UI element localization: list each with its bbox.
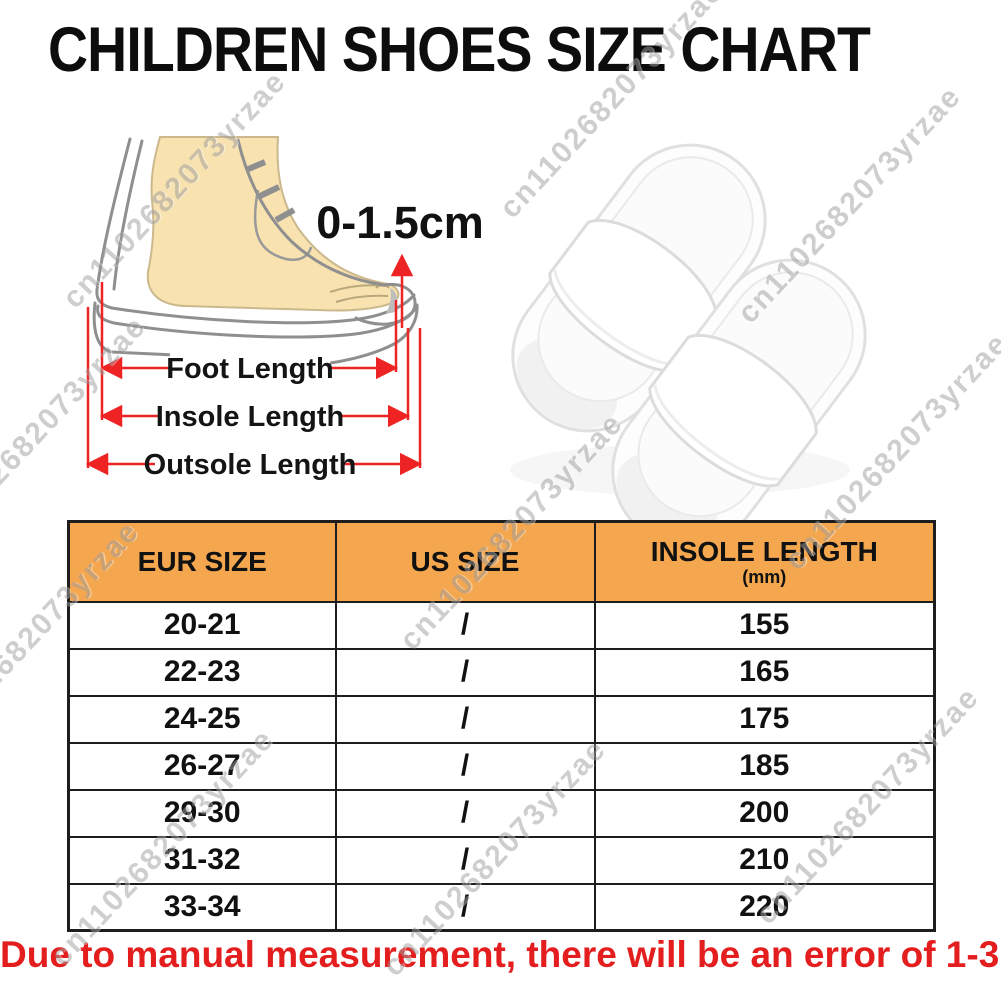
cell-insole: 200 <box>593 788 936 838</box>
insole-length-label: Insole Length <box>156 401 345 433</box>
cell-us: / <box>334 835 596 885</box>
cell-eur: 26-27 <box>67 741 337 791</box>
cell-insole: 165 <box>593 647 936 697</box>
cell-eur: 22-23 <box>67 647 337 697</box>
table-row: 22-23 / 165 <box>67 647 936 697</box>
header-insole-length-main: INSOLE LENGTH <box>650 535 878 567</box>
foot-measurement-diagram: Foot Length Insole Length Outsole Length… <box>85 136 484 482</box>
label-backplate <box>155 446 345 482</box>
foot-length-label: Foot Length <box>166 353 334 385</box>
table-row: 24-25 / 175 <box>67 694 936 744</box>
outsole-length-label: Outsole Length <box>144 449 357 481</box>
label-backplate <box>170 350 330 386</box>
table-row: 26-27 / 185 <box>67 741 936 791</box>
header-insole-length-unit: (mm) <box>742 566 787 587</box>
cell-us: / <box>334 647 596 697</box>
measurement-error-note: Due to manual measurement, there will be… <box>0 934 1001 975</box>
cell-eur: 29-30 <box>67 788 337 838</box>
table-header-row: EUR SIZE US SIZE INSOLE LENGTH (mm) <box>67 520 936 603</box>
cell-eur: 31-32 <box>67 835 337 885</box>
cell-insole: 155 <box>593 600 936 650</box>
size-table-section: EUR SIZE US SIZE INSOLE LENGTH (mm) 20-2… <box>67 520 936 932</box>
cell-eur: 33-34 <box>67 882 337 932</box>
size-table: EUR SIZE US SIZE INSOLE LENGTH (mm) 20-2… <box>67 520 936 932</box>
header-us-size: US SIZE <box>334 520 596 603</box>
slippers-product-image <box>477 110 901 581</box>
cell-insole: 210 <box>593 835 936 885</box>
cell-insole: 220 <box>593 882 936 932</box>
cell-us: / <box>334 788 596 838</box>
cell-insole: 185 <box>593 741 936 791</box>
cell-us: / <box>334 694 596 744</box>
page-title: CHILDREN SHOES SIZE CHART <box>48 15 871 85</box>
cell-us: / <box>334 741 596 791</box>
table-row: 31-32 / 210 <box>67 835 936 885</box>
cell-eur: 24-25 <box>67 694 337 744</box>
label-backplate <box>161 398 339 434</box>
toe-gap-label: 0-1.5cm <box>316 197 484 248</box>
cell-us: / <box>334 882 596 932</box>
foot-shape <box>146 136 400 312</box>
header-insole-length: INSOLE LENGTH (mm) <box>593 520 936 603</box>
toe-gap-shade <box>386 288 398 314</box>
table-row: 20-21 / 155 <box>67 600 936 650</box>
cell-us: / <box>334 600 596 650</box>
table-row: 33-34 / 220 <box>67 882 936 932</box>
cell-eur: 20-21 <box>67 600 337 650</box>
header-eur-size: EUR SIZE <box>67 520 337 603</box>
table-row: 29-30 / 200 <box>67 788 936 838</box>
shoe-lace-marks <box>244 159 296 223</box>
cell-insole: 175 <box>593 694 936 744</box>
